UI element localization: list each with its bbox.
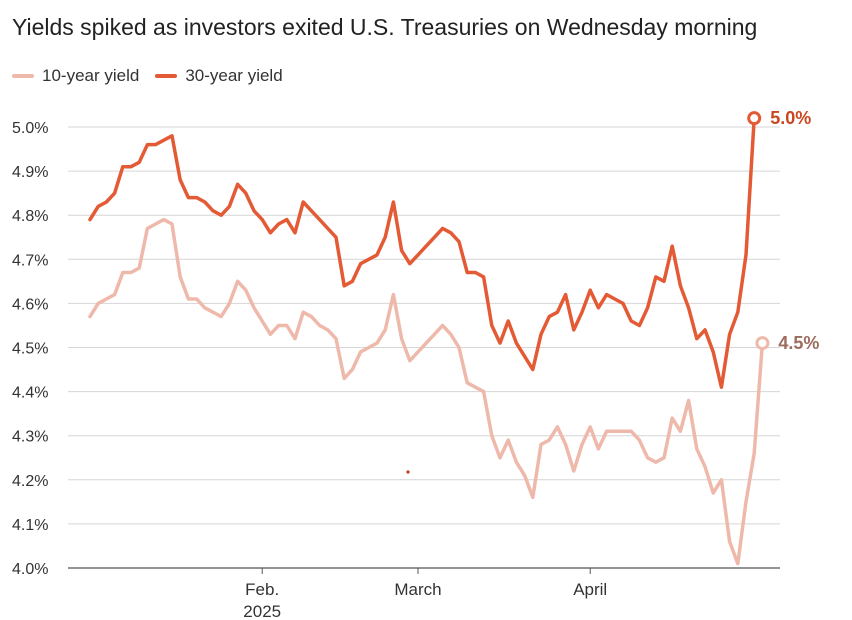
y-tick-label: 4.3% [12, 429, 48, 446]
legend-label-10-year: 10-year yield [42, 66, 140, 85]
end-point-30-year [747, 111, 762, 126]
x-tick-label: March [394, 580, 441, 599]
legend-label-30-year: 30-year yield [185, 66, 283, 85]
x-tick-sublabel: 2025 [243, 602, 281, 620]
y-tick-label: 4.6% [12, 296, 48, 313]
series-line-30-year [88, 116, 756, 389]
y-tick-label: 4.9% [12, 164, 48, 181]
x-tick-label: April [573, 580, 607, 599]
end-point-10-year [755, 336, 770, 351]
y-tick-label: 4.7% [12, 252, 48, 269]
y-tick-label: 4.0% [12, 561, 48, 578]
y-tick-label: 4.2% [12, 473, 48, 490]
end-label-10-year: 4.5% [778, 333, 819, 353]
y-tick-label: 4.1% [12, 517, 48, 534]
x-tick-label: Feb. [245, 580, 279, 599]
y-tick-label: 4.4% [12, 385, 48, 402]
chart-title: Yields spiked as investors exited U.S. T… [12, 14, 758, 40]
legend: 10-year yield 30-year yield [12, 66, 299, 86]
y-tick-label: 5.0% [12, 120, 48, 137]
legend-swatch-10-year [12, 74, 34, 78]
legend-item-10-year: 10-year yield [12, 66, 139, 86]
y-tick-label: 4.8% [12, 208, 48, 225]
legend-item-30-year: 30-year yield [155, 66, 283, 86]
stray-dot [406, 470, 410, 474]
y-tick-label: 4.5% [12, 341, 48, 358]
end-label-30-year: 5.0% [770, 108, 811, 128]
legend-swatch-30-year [155, 74, 178, 78]
series-line-10-year [88, 217, 765, 566]
